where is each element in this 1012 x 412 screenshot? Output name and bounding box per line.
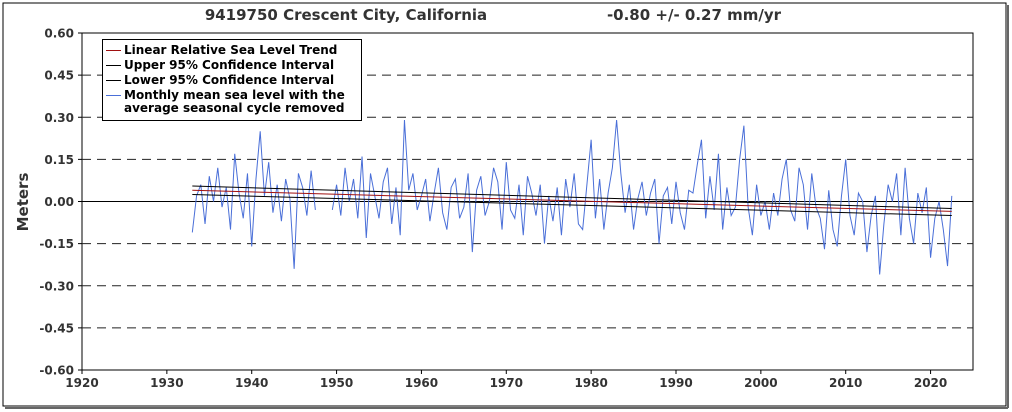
legend-label: Upper 95% Confidence Interval [124, 58, 335, 72]
x-tick-label: 1990 [659, 376, 692, 390]
y-tick-label: -0.60 [39, 364, 74, 378]
legend-label: Linear Relative Sea Level Trend [124, 43, 338, 57]
y-axis-label: Meters [14, 173, 32, 232]
y-tick-label: -0.45 [39, 321, 74, 335]
legend-label: Monthly mean sea level with the average … [124, 88, 345, 115]
series-line [192, 185, 952, 210]
legend-entry: Lower 95% Confidence Interval [103, 74, 360, 87]
x-tick-label: 2000 [744, 376, 777, 390]
legend-key [106, 80, 121, 81]
legend-key [106, 50, 121, 51]
y-tick-label: 0.60 [44, 27, 74, 41]
x-tick-label: 1960 [405, 376, 438, 390]
y-tick-label: 0.00 [44, 195, 74, 209]
legend-entry: Linear Relative Sea Level Trend [103, 44, 360, 57]
legend-key [106, 95, 121, 96]
legend-key [106, 65, 121, 66]
chart-title: 9419750 Crescent City, California [205, 6, 487, 24]
series-line [192, 189, 952, 212]
series-line [192, 193, 952, 217]
y-tick-label: 0.45 [44, 69, 74, 83]
y-tick-label: -0.15 [39, 237, 74, 251]
y-tick-label: -0.30 [39, 279, 74, 293]
x-tick-label: 1980 [574, 376, 607, 390]
x-tick-label: 1930 [150, 376, 183, 390]
legend-entry: Monthly mean sea level with the average … [103, 89, 360, 115]
x-tick-label: 2020 [914, 376, 947, 390]
y-tick-label: 0.30 [44, 111, 74, 125]
x-tick-label: 1970 [490, 376, 523, 390]
legend-entry: Upper 95% Confidence Interval [103, 59, 360, 72]
frame [2, 2, 1007, 407]
series-line [191, 120, 953, 275]
y-tick-label: 0.15 [44, 153, 74, 167]
x-tick-label: 1940 [235, 376, 268, 390]
x-tick-label: 2010 [829, 376, 862, 390]
x-tick-label: 1920 [65, 376, 98, 390]
x-tick-label: 1950 [320, 376, 353, 390]
chart-subtitle: -0.80 +/- 0.27 mm/yr [607, 6, 782, 24]
legend: Linear Relative Sea Level Trend Upper 95%… [102, 39, 362, 121]
legend-label: Lower 95% Confidence Interval [124, 73, 335, 87]
